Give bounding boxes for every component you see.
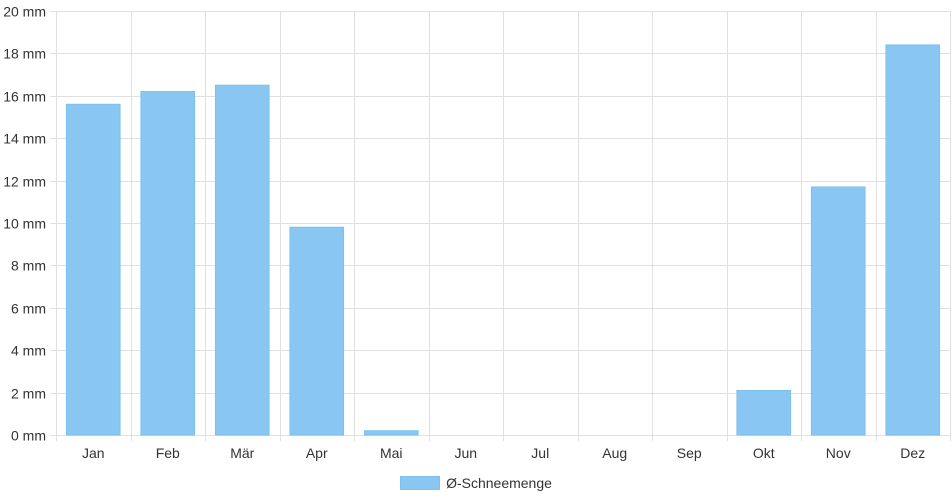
y-tick-label: 18 mm — [3, 46, 46, 62]
bar-jan[interactable] — [65, 103, 121, 436]
y-tick-label: 2 mm — [11, 386, 46, 402]
y-tick-label: 16 mm — [3, 89, 46, 105]
y-axis: 0 mm 2 mm 4 mm 6 mm 8 mm 10 mm 12 mm 14 mm 16 mm… — [3, 4, 46, 444]
y-tick-label: 4 mm — [11, 343, 46, 359]
x-tick-label: Aug — [602, 445, 627, 461]
y-tick-label: 0 mm — [11, 428, 46, 444]
x-tick-label: Jun — [454, 445, 477, 461]
x-tick-label: Mai — [380, 445, 403, 461]
y-tick-label: 20 mm — [3, 4, 46, 20]
bar-feb[interactable] — [140, 91, 196, 436]
y-tick-label: 6 mm — [11, 301, 46, 317]
y-tick-label: 8 mm — [11, 258, 46, 274]
x-axis: Jan Feb Mär Apr Mai Jun Jul Aug Sep Okt Nov Dez — [82, 445, 925, 461]
x-tick-label: Dez — [900, 445, 925, 461]
x-tick-label: Feb — [156, 445, 180, 461]
bar-mär[interactable] — [214, 84, 270, 436]
legend-label: Ø-Schneemenge — [446, 475, 552, 491]
grid — [50, 11, 951, 441]
x-tick-label: Jan — [82, 445, 105, 461]
x-tick-label: Jul — [531, 445, 549, 461]
y-tick-label: 10 mm — [3, 216, 46, 232]
x-tick-label: Okt — [753, 445, 775, 461]
y-tick-label: 12 mm — [3, 174, 46, 190]
y-tick-label: 14 mm — [3, 131, 46, 147]
x-tick-label: Mär — [230, 445, 254, 461]
legend-swatch — [400, 476, 441, 490]
chart-canvas: 0 mm 2 mm 4 mm 6 mm 8 mm 10 mm 12 mm 14 mm 16 mm… — [3, 4, 951, 461]
bar-apr[interactable] — [289, 226, 345, 436]
x-tick-label: Apr — [306, 445, 328, 461]
bars — [65, 44, 941, 436]
bar-dez[interactable] — [885, 44, 941, 436]
x-tick-label: Nov — [826, 445, 851, 461]
bar-okt[interactable] — [736, 389, 792, 436]
x-tick-label: Sep — [677, 445, 702, 461]
legend[interactable]: Ø-Schneemenge — [0, 472, 952, 494]
bar-mai[interactable] — [363, 430, 419, 436]
bar-nov[interactable] — [810, 186, 866, 436]
